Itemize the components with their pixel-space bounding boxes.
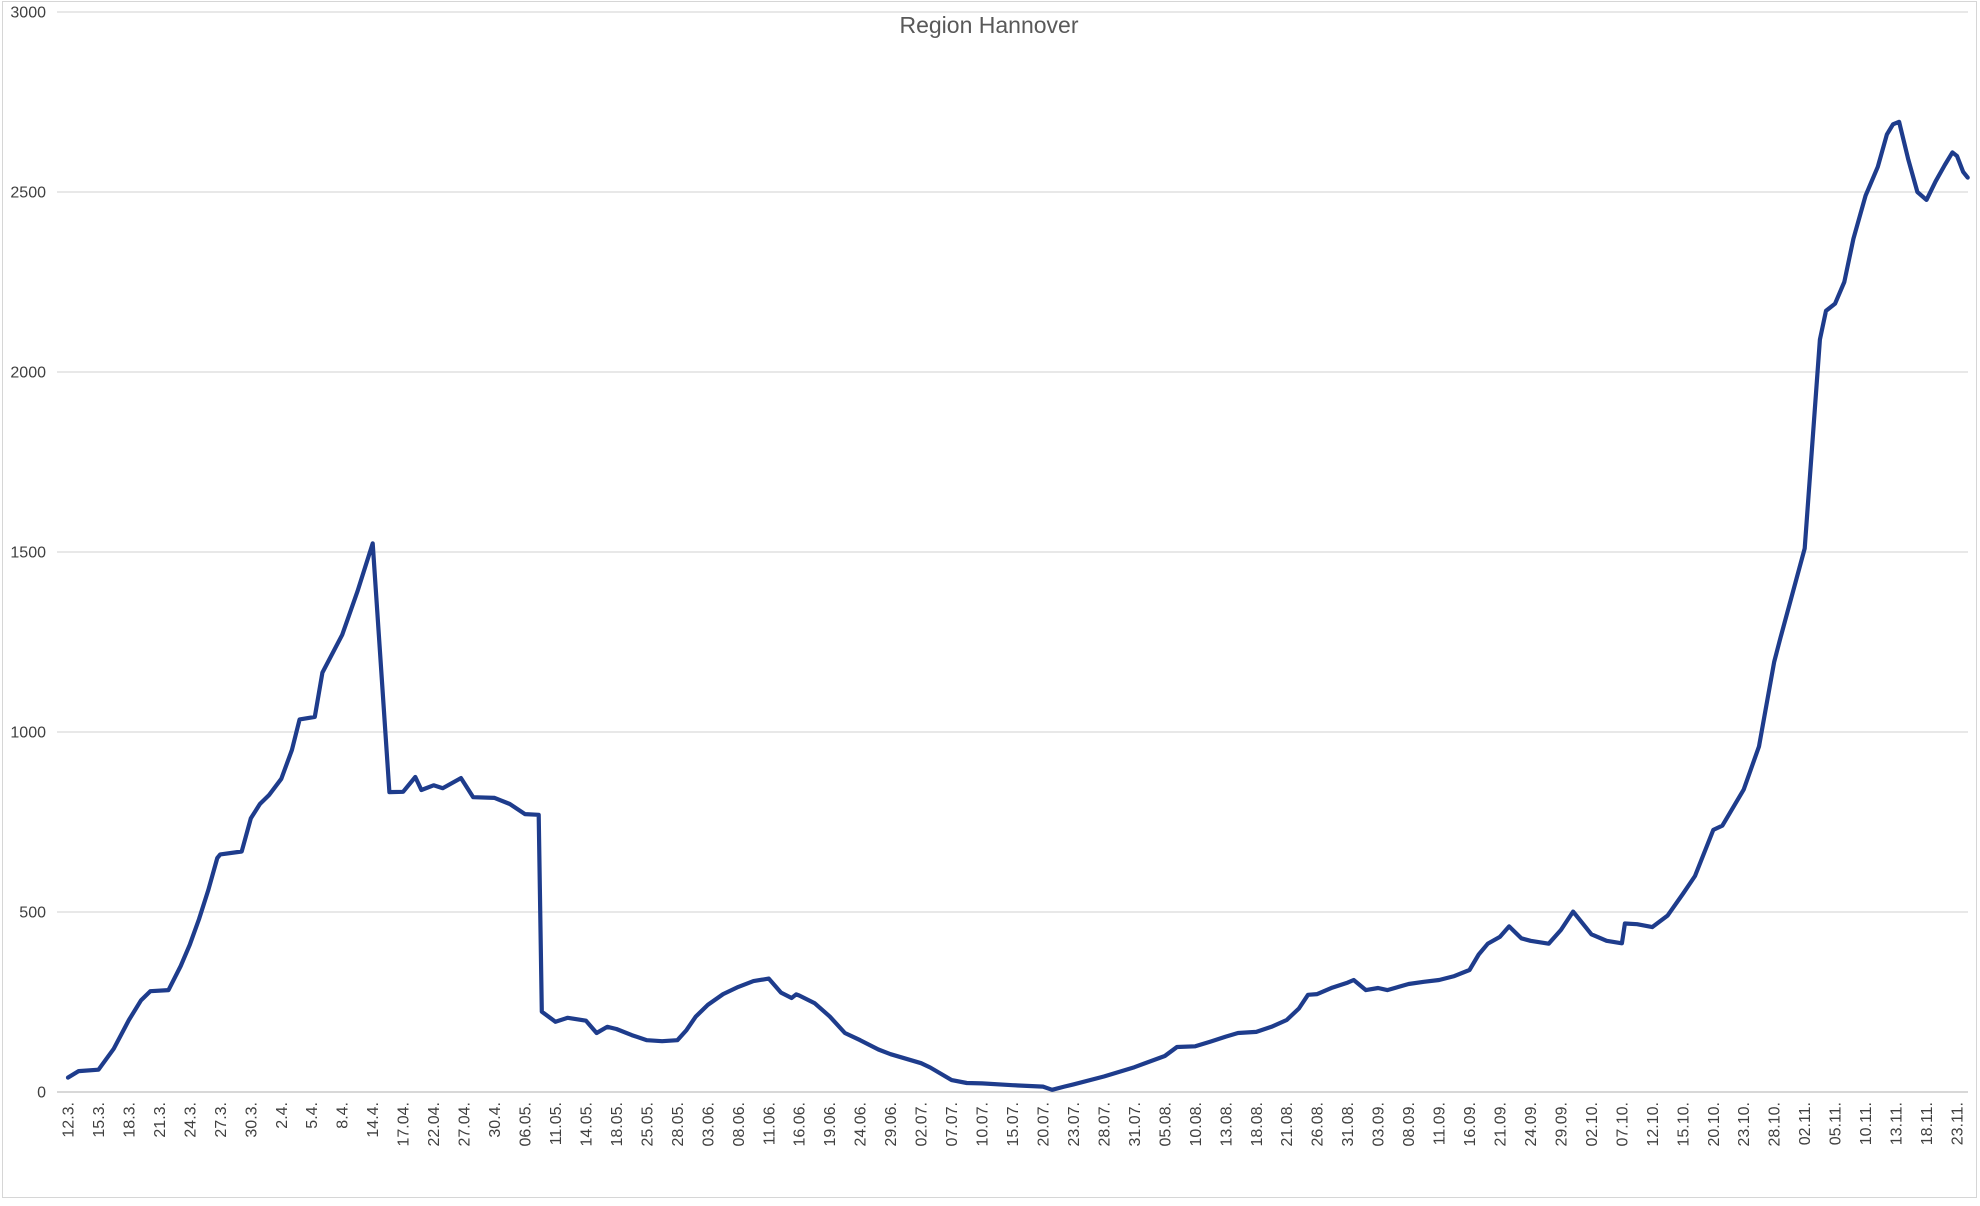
x-tick-label: 08.09. xyxy=(1401,1102,1418,1146)
x-tick-label: 02.10. xyxy=(1584,1102,1601,1146)
x-tick-label: 03.06. xyxy=(700,1102,717,1146)
x-tick-label: 24.06. xyxy=(853,1102,870,1146)
x-tick-label: 31.08. xyxy=(1340,1102,1357,1146)
x-tick-label: 14.05. xyxy=(578,1102,595,1146)
x-tick-label: 29.06. xyxy=(883,1102,900,1146)
x-tick-label: 27.04. xyxy=(457,1102,474,1146)
x-tick-label: 13.11. xyxy=(1889,1102,1906,1145)
x-tick-label: 18.05. xyxy=(609,1102,626,1146)
x-tick-label: 16.06. xyxy=(792,1102,809,1146)
x-tick-label: 03.09. xyxy=(1371,1102,1388,1146)
x-tick-label: 11.05. xyxy=(548,1102,565,1145)
y-axis-labels: 0 500 1000 1500 2000 2500 3000 xyxy=(10,5,46,1102)
x-tick-label: 21.09. xyxy=(1492,1102,1509,1146)
x-tick-label: 05.08. xyxy=(1157,1102,1174,1146)
x-tick-label: 10.08. xyxy=(1188,1102,1205,1146)
x-tick-label: 8.4. xyxy=(335,1102,352,1129)
x-tick-label: 18.11. xyxy=(1919,1102,1936,1145)
x-tick-label: 24.3. xyxy=(182,1102,199,1138)
x-tick-label: 25.05. xyxy=(639,1102,656,1146)
x-tick-label: 06.05. xyxy=(518,1102,535,1146)
x-tick-label: 15.10. xyxy=(1675,1102,1692,1146)
x-tick-label: 23.07. xyxy=(1066,1102,1083,1146)
x-tick-label: 16.09. xyxy=(1462,1102,1479,1146)
x-tick-label: 10.11. xyxy=(1858,1102,1875,1145)
x-tick-label: 30.4. xyxy=(487,1102,504,1138)
y-tick-label: 2500 xyxy=(10,185,46,202)
x-tick-label: 05.11. xyxy=(1828,1102,1845,1145)
x-tick-label: 21.3. xyxy=(152,1102,169,1138)
x-tick-label: 30.3. xyxy=(243,1102,260,1138)
y-tick-label: 2000 xyxy=(10,365,46,382)
x-tick-label: 2.4. xyxy=(274,1102,291,1129)
x-tick-label: 24.09. xyxy=(1523,1102,1540,1146)
x-tick-label: 31.07. xyxy=(1127,1102,1144,1146)
x-tick-label: 28.07. xyxy=(1096,1102,1113,1146)
x-tick-label: 17.04. xyxy=(396,1102,413,1146)
x-tick-label: 02.07. xyxy=(914,1102,931,1146)
y-tick-label: 500 xyxy=(19,905,46,922)
x-tick-label: 14.4. xyxy=(365,1102,382,1138)
x-axis-labels: 12.3. 15.3. 18.3. 21.3. 24.3. 27.3. 30.3. 2.4. 5… xyxy=(61,1102,1967,1146)
x-tick-label: 5.4. xyxy=(304,1102,321,1129)
y-tick-label: 1000 xyxy=(10,725,46,742)
x-tick-label: 18.08. xyxy=(1249,1102,1266,1146)
x-tick-label: 11.06. xyxy=(761,1102,778,1145)
x-tick-label: 29.09. xyxy=(1553,1102,1570,1146)
x-tick-label: 12.3. xyxy=(61,1102,78,1138)
x-tick-label: 10.07. xyxy=(975,1102,992,1146)
x-tick-label: 23.11. xyxy=(1950,1102,1967,1145)
x-tick-label: 02.11. xyxy=(1797,1102,1814,1145)
x-tick-label: 11.09. xyxy=(1432,1102,1449,1145)
x-tick-label: 19.06. xyxy=(822,1102,839,1146)
x-tick-label: 28.10. xyxy=(1767,1102,1784,1146)
chart-title: Region Hannover xyxy=(899,12,1078,38)
x-tick-label: 07.10. xyxy=(1614,1102,1631,1146)
x-tick-label: 18.3. xyxy=(121,1102,138,1138)
x-tick-label: 20.07. xyxy=(1035,1102,1052,1146)
x-tick-label: 27.3. xyxy=(213,1102,230,1138)
x-tick-label: 28.05. xyxy=(670,1102,687,1146)
x-tick-label: 15.07. xyxy=(1005,1102,1022,1146)
x-tick-label: 20.10. xyxy=(1706,1102,1723,1146)
x-tick-label: 08.06. xyxy=(731,1102,748,1146)
x-tick-label: 21.08. xyxy=(1279,1102,1296,1146)
x-tick-label: 07.07. xyxy=(944,1102,961,1146)
x-tick-label: 26.08. xyxy=(1310,1102,1327,1146)
y-tick-label: 3000 xyxy=(10,5,46,22)
x-tick-label: 15.3. xyxy=(91,1102,108,1138)
y-tick-label: 1500 xyxy=(10,545,46,562)
x-tick-label: 13.08. xyxy=(1218,1102,1235,1146)
y-tick-label: 0 xyxy=(37,1085,46,1102)
x-tick-label: 12.10. xyxy=(1645,1102,1662,1146)
x-tick-label: 23.10. xyxy=(1736,1102,1753,1146)
data-series-line xyxy=(65,119,1970,1092)
x-tick-label: 22.04. xyxy=(426,1102,443,1146)
gridlines xyxy=(57,11,1968,1093)
